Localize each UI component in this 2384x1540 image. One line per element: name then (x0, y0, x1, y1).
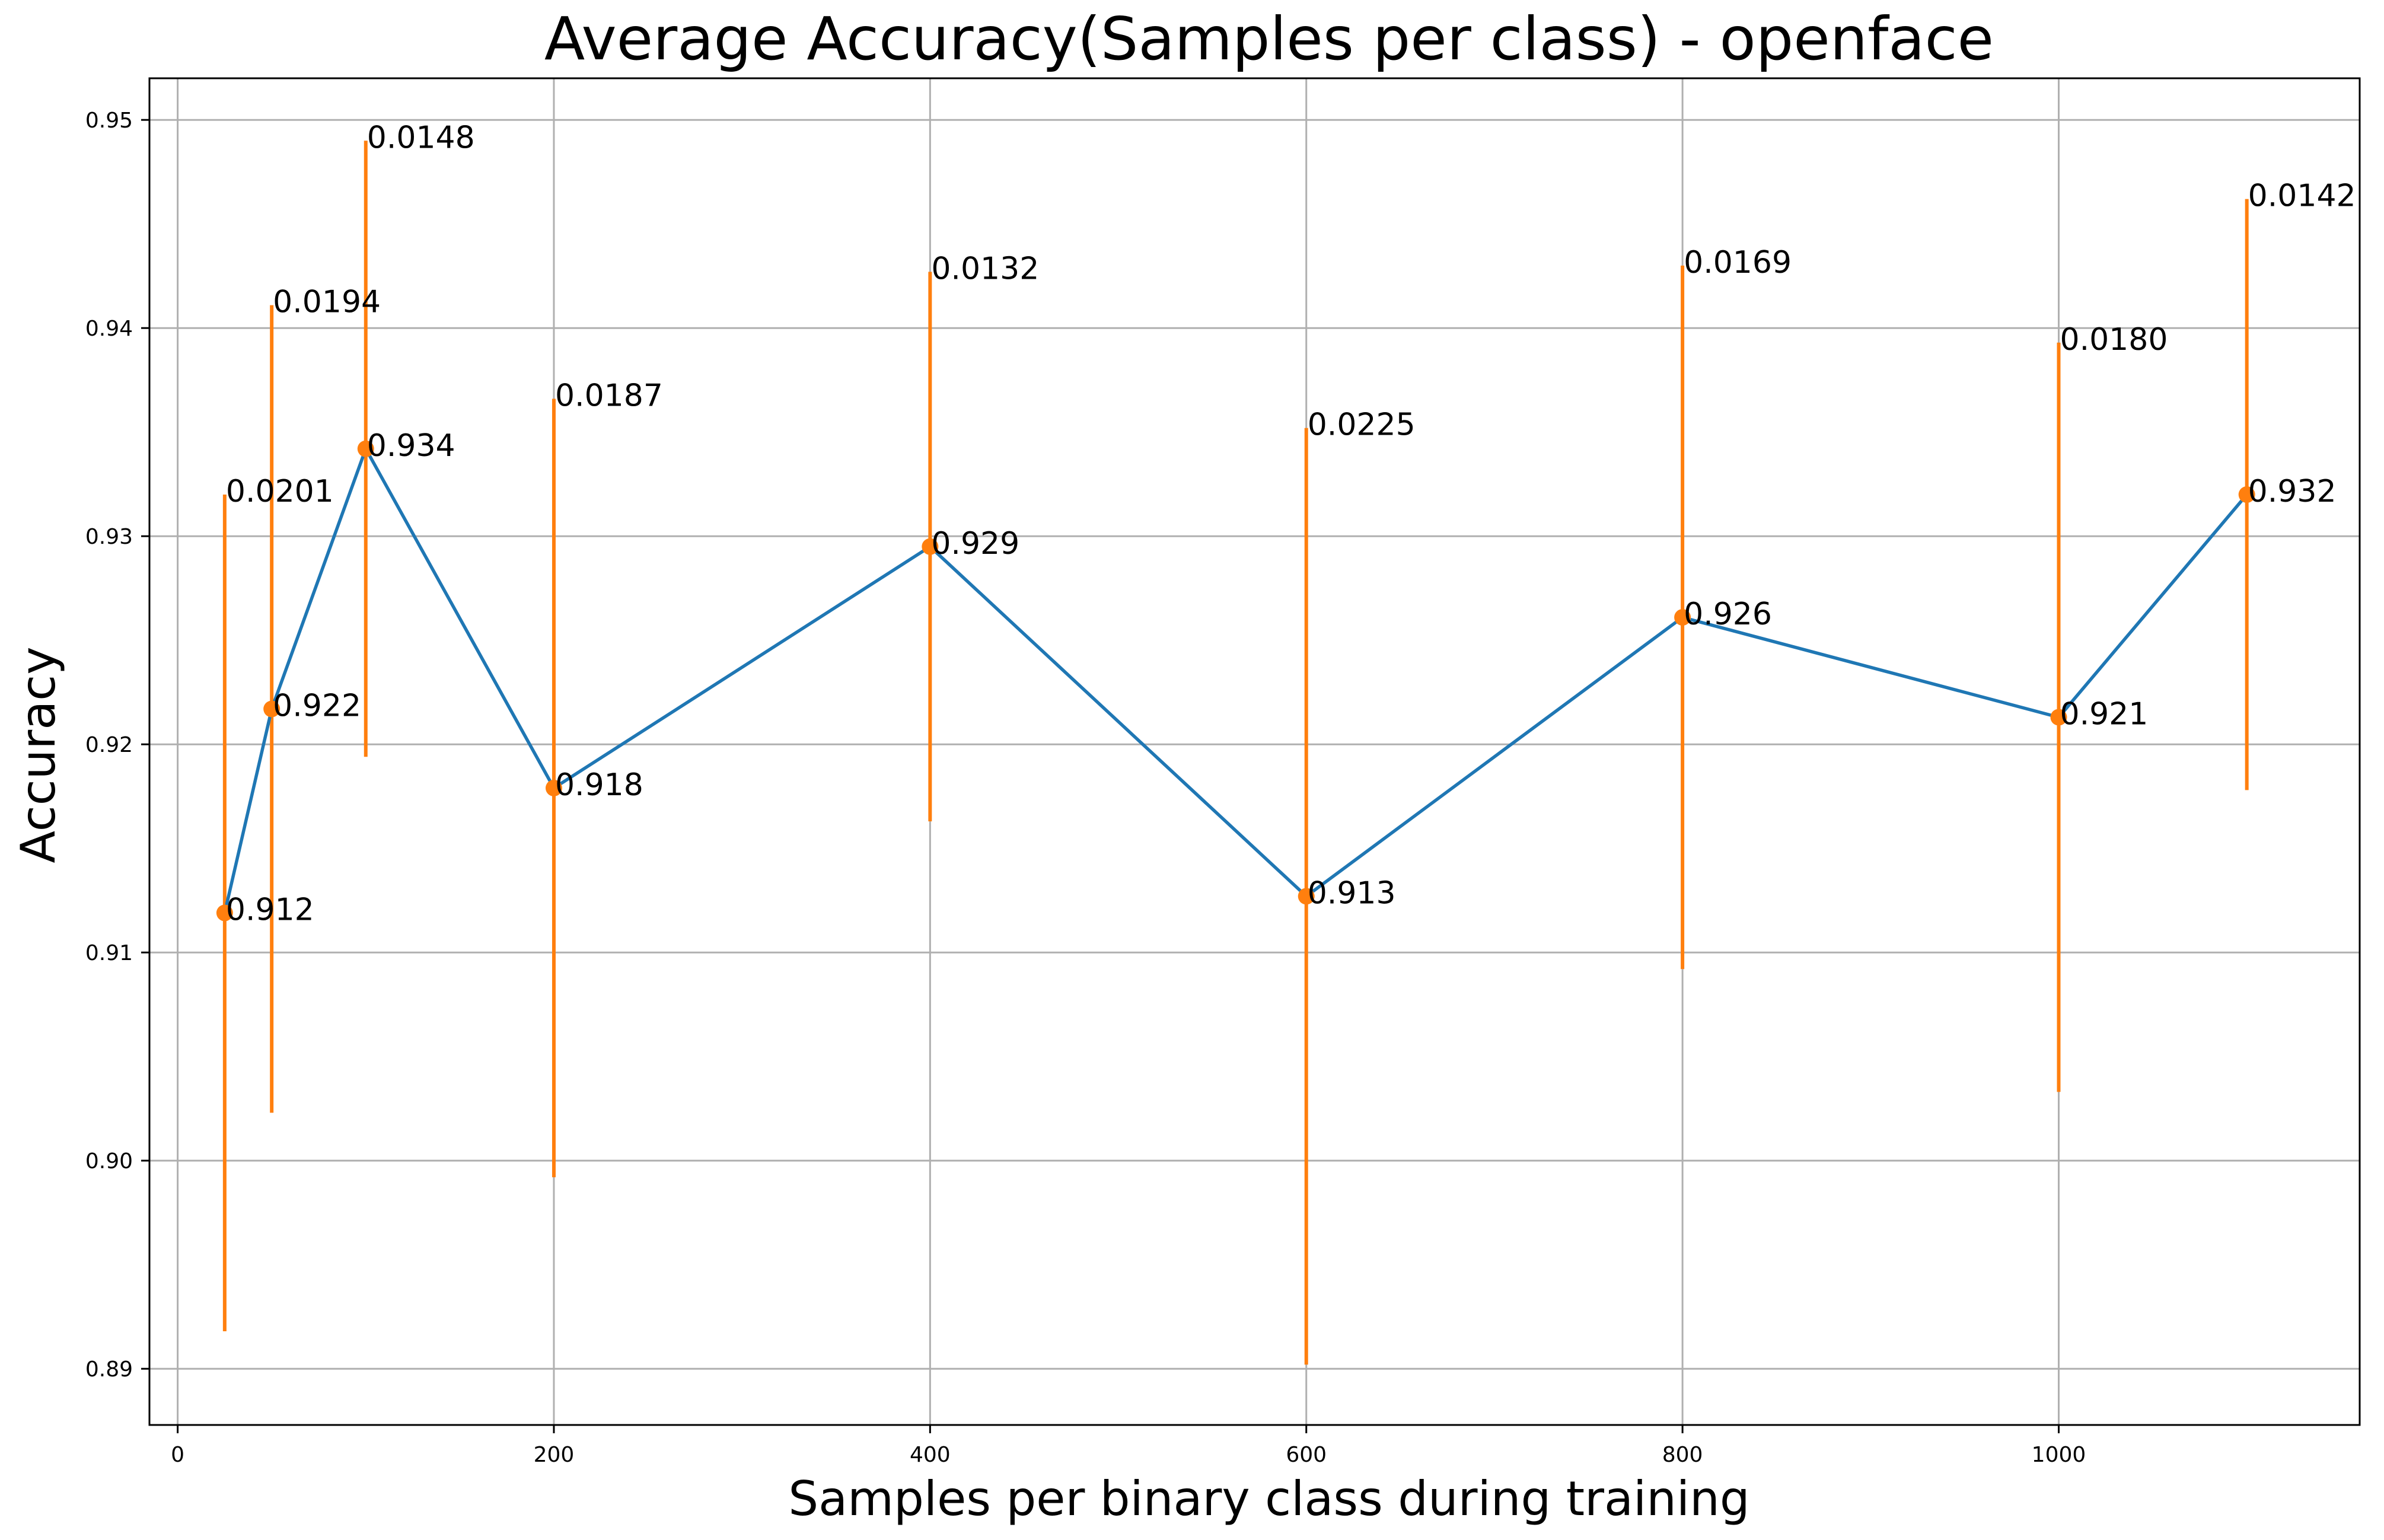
value-label: 0.922 (273, 688, 361, 724)
data-point (216, 904, 233, 922)
error-label: 0.0194 (273, 285, 381, 320)
data-point (2050, 709, 2067, 726)
value-label: 0.926 (1684, 597, 1772, 632)
data-points (216, 440, 2255, 922)
error-label: 0.0132 (931, 251, 1039, 286)
error-label: 0.0187 (555, 378, 663, 414)
x-tick-label: 1000 (2032, 1443, 2086, 1467)
y-tick-label: 0.94 (85, 317, 133, 341)
x-axis-ticks: 0 200 400 600 800 1000 (171, 1425, 2086, 1467)
value-label: 0.918 (555, 767, 643, 803)
error-label: 0.0142 (2248, 178, 2356, 214)
value-label: 0.929 (931, 526, 1019, 562)
data-point (1298, 888, 1315, 905)
data-point (545, 779, 562, 796)
error-label: 0.0201 (226, 474, 334, 509)
x-tick-label: 0 (171, 1443, 184, 1467)
value-label: 0.934 (367, 428, 455, 464)
data-point (1674, 609, 1691, 626)
y-tick-label: 0.90 (85, 1149, 133, 1174)
data-point (357, 440, 374, 457)
value-label: 0.913 (1308, 875, 1396, 911)
data-point (263, 700, 281, 718)
x-axis-label: Samples per binary class during training (788, 1471, 1749, 1526)
y-tick-label: 0.92 (85, 733, 133, 757)
data-labels: 0.912 0.0201 0.922 0.0194 0.934 0.0148 0.918 0.… (226, 120, 2356, 927)
x-tick-label: 800 (1662, 1443, 1703, 1467)
error-label: 0.0169 (1684, 245, 1792, 280)
data-point (922, 538, 939, 555)
y-tick-label: 0.93 (85, 525, 133, 549)
y-axis-ticks: 0.89 0.90 0.91 0.92 0.93 0.94 0.95 (85, 109, 149, 1382)
error-label: 0.0148 (367, 120, 475, 155)
value-label: 0.932 (2248, 474, 2337, 509)
x-tick-label: 400 (910, 1443, 951, 1467)
y-tick-label: 0.89 (85, 1357, 133, 1382)
data-point (2238, 486, 2255, 503)
chart-title: Average Accuracy(Samples per class) - op… (544, 4, 1994, 74)
x-tick-label: 600 (1286, 1443, 1327, 1467)
plot-frame (148, 77, 2361, 1426)
error-label: 0.0180 (2060, 322, 2168, 358)
y-axis-label: Accuracy (11, 646, 66, 863)
y-tick-label: 0.95 (85, 109, 133, 133)
x-tick-label: 200 (534, 1443, 575, 1467)
value-label: 0.912 (226, 892, 314, 928)
error-label: 0.0225 (1308, 407, 1416, 443)
y-tick-label: 0.91 (85, 941, 133, 965)
value-label: 0.921 (2060, 697, 2148, 732)
